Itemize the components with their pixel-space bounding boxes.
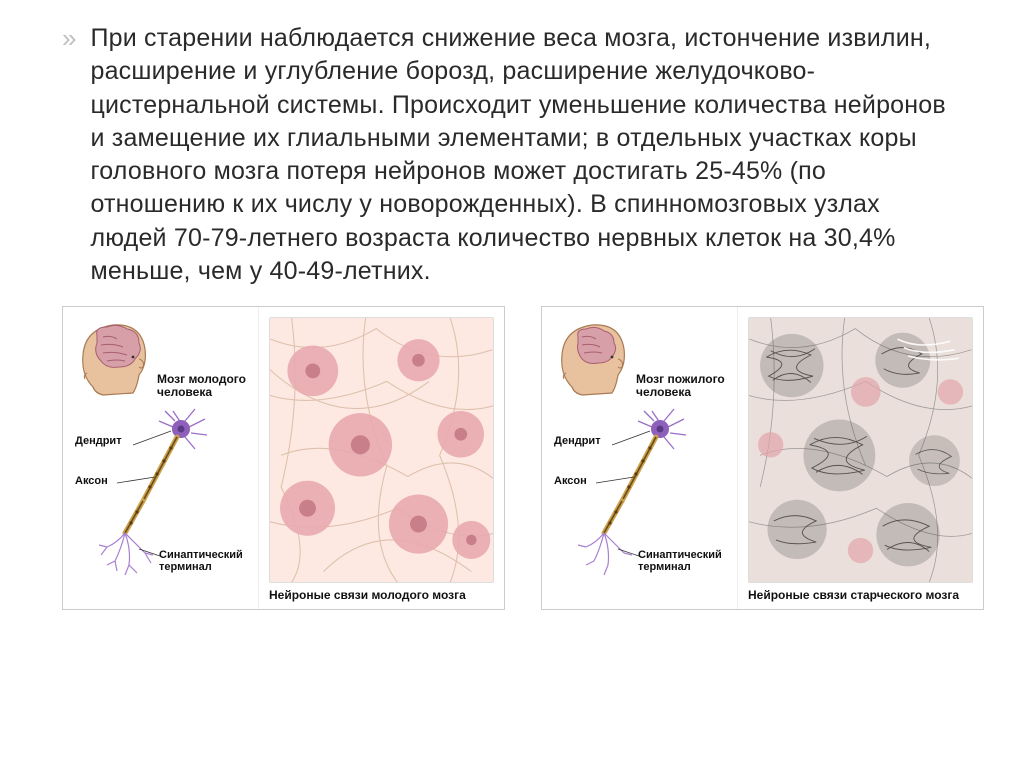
bullet-glyph: » <box>62 22 76 54</box>
figure-young-right: Нейроные связи молодого мозга <box>259 307 504 609</box>
dendrite-label: Дендрит <box>554 435 601 447</box>
neuron-young-diagram: Дендрит Аксон Синаптический терминал <box>73 405 250 603</box>
terminal-label-l1: Синаптический <box>638 549 722 561</box>
dendrite-label: Дендрит <box>75 435 122 447</box>
axon-label: Аксон <box>75 475 108 487</box>
figure-young: Мозг молодого человека <box>62 306 505 610</box>
slide: » При старении наблюдается снижение веса… <box>0 0 1024 768</box>
tissue-old-caption: Нейроные связи старческого мозга <box>748 589 973 603</box>
head-young-icon <box>73 317 153 399</box>
body-text: При старении наблюдается снижение веса м… <box>90 22 950 288</box>
neuron-old-diagram: Дендрит Аксон Синаптический терминал <box>552 405 729 603</box>
figures-row: Мозг молодого человека <box>62 306 984 610</box>
tissue-old-icon <box>748 317 973 583</box>
terminal-label-l2: терминал <box>638 561 691 573</box>
tissue-young-icon <box>269 317 494 583</box>
terminal-label-l1: Синаптический <box>159 549 243 561</box>
brain-old-label: Мозг пожилого человека <box>636 373 729 399</box>
axon-label: Аксон <box>554 475 587 487</box>
brain-young-label: Мозг молодого человека <box>157 373 250 399</box>
figure-young-left: Мозг молодого человека <box>63 307 259 609</box>
bullet-row: » При старении наблюдается снижение веса… <box>62 22 984 288</box>
figure-old-right: Нейроные связи старческого мозга <box>738 307 983 609</box>
figure-old-left: Мозг пожилого человека <box>542 307 738 609</box>
figure-old: Мозг пожилого человека <box>541 306 984 610</box>
tissue-young-caption: Нейроные связи молодого мозга <box>269 589 494 603</box>
terminal-label-l2: терминал <box>159 561 212 573</box>
head-old-icon <box>552 317 632 399</box>
